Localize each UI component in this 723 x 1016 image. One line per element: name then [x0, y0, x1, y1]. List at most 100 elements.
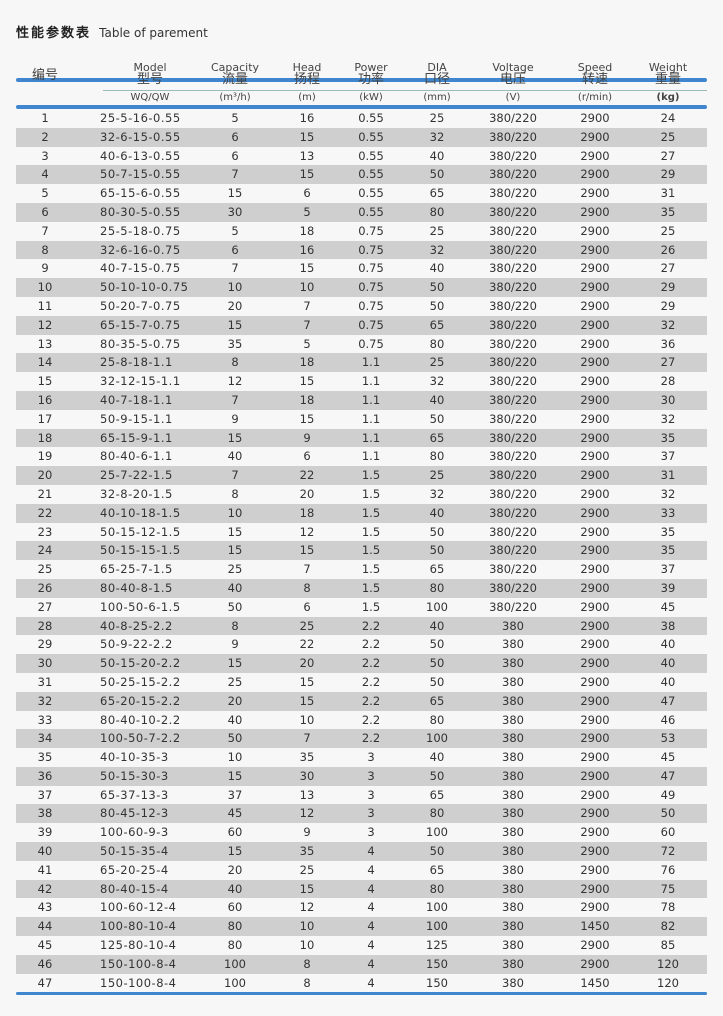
- cell-weight: 25: [660, 223, 676, 238]
- cell-voltage: 380/220: [489, 430, 537, 445]
- cell-speed: 2900: [580, 430, 610, 445]
- cell-model: 100-50-6-1.5: [100, 599, 181, 614]
- cell-number: 26: [37, 580, 53, 595]
- cell-voltage: 380: [502, 956, 524, 971]
- table-row: 4 50-7-15-0.55 7 15 0.55 50 380/220 2900 29: [16, 165, 707, 185]
- cell-dia: 65: [429, 787, 445, 802]
- cell-capacity: 100: [224, 956, 246, 971]
- cell-speed: 2900: [580, 881, 610, 896]
- cell-model: 25-7-22-1.5: [100, 468, 173, 483]
- cell-head: 35: [299, 844, 315, 859]
- cell-model: 100-60-9-3: [100, 825, 169, 840]
- cell-model: 80-45-12-3: [100, 806, 169, 821]
- cell-dia: 80: [429, 580, 445, 595]
- cell-capacity: 20: [227, 298, 243, 313]
- header-speed: Speed 转速: [555, 62, 635, 87]
- cell-power: 1.5: [361, 524, 381, 539]
- header-voltage-cn: 电压: [499, 72, 526, 87]
- cell-capacity: 60: [227, 825, 243, 840]
- header-capacity-cn: 流量: [221, 72, 248, 87]
- cell-dia: 40: [429, 505, 445, 520]
- cell-dia: 100: [426, 731, 448, 746]
- cell-dia: 65: [429, 430, 445, 445]
- cell-dia: 150: [426, 956, 448, 971]
- table-row: 7 25-5-18-0.75 5 18 0.75 25 380/220 2900 25: [16, 222, 707, 241]
- cell-dia: 100: [426, 599, 448, 614]
- cell-dia: 25: [429, 468, 445, 483]
- cell-speed: 2900: [580, 242, 610, 257]
- table-row: 17 50-9-15-1.1 9 15 1.1 50 380/220 2900 32: [16, 410, 707, 429]
- cell-head: 13: [299, 787, 315, 802]
- cell-voltage: 380: [502, 975, 524, 990]
- cell-weight: 25: [660, 129, 676, 144]
- cell-head: 15: [299, 543, 315, 558]
- cell-head: 9: [303, 825, 311, 840]
- cell-head: 20: [299, 656, 315, 671]
- cell-dia: 40: [429, 261, 445, 276]
- cell-power: 1.5: [361, 562, 381, 577]
- cell-voltage: 380: [502, 674, 524, 689]
- cell-weight: 72: [660, 844, 676, 859]
- cell-weight: 75: [660, 881, 676, 896]
- cell-model: 65-15-9-1.1: [100, 430, 173, 445]
- cell-power: 1.5: [361, 486, 381, 501]
- header-divider: [103, 90, 707, 91]
- cell-number: 4: [41, 167, 49, 182]
- cell-voltage: 380/220: [489, 562, 537, 577]
- cell-voltage: 380/220: [489, 543, 537, 558]
- table-row: 33 80-40-10-2.2 40 10 2.2 80 380 2900 46: [16, 711, 707, 730]
- cell-capacity: 15: [227, 768, 243, 783]
- table-row: 6 80-30-5-0.55 30 5 0.55 80 380/220 2900 35: [16, 202, 707, 222]
- cell-model: 80-35-5-0.75: [100, 336, 181, 351]
- cell-number: 14: [37, 355, 53, 370]
- cell-speed: 2900: [580, 750, 610, 765]
- cell-head: 7: [303, 298, 311, 313]
- cell-weight: 29: [660, 280, 676, 295]
- cell-model: 50-15-35-4: [100, 844, 169, 859]
- cell-capacity: 15: [227, 844, 243, 859]
- cell-voltage: 380: [502, 862, 524, 877]
- cell-capacity: 20: [227, 862, 243, 877]
- cell-power: 4: [367, 862, 375, 877]
- cell-capacity: 30: [227, 204, 243, 219]
- cell-power: 3: [367, 768, 375, 783]
- cell-power: 4: [367, 900, 375, 915]
- cell-dia: 50: [429, 543, 445, 558]
- header-speed-cn: 转速: [581, 72, 608, 87]
- header-weight-unit: (kg): [656, 92, 680, 103]
- cell-power: 0.75: [358, 317, 384, 332]
- cell-speed: 2900: [580, 806, 610, 821]
- cell-model: 40-10-18-1.5: [100, 505, 181, 520]
- table-row: 47 150-100-8-4 100 8 4 150 380 1450 120: [16, 974, 707, 993]
- header-number-cn: 编号: [31, 68, 58, 83]
- cell-model: 80-40-6-1.1: [100, 449, 173, 464]
- cell-capacity: 10: [227, 750, 243, 765]
- cell-weight: 50: [660, 806, 676, 821]
- cell-dia: 32: [429, 129, 445, 144]
- cell-number: 28: [37, 618, 53, 633]
- cell-model: 50-10-10-0.75: [100, 280, 189, 295]
- cell-weight: 120: [657, 956, 679, 971]
- header-capacity-en: Capacity: [210, 61, 260, 74]
- cell-voltage: 380: [502, 750, 524, 765]
- cell-model: 40-8-25-2.2: [100, 618, 173, 633]
- cell-voltage: 380/220: [489, 186, 537, 201]
- cell-model: 65-15-7-0.75: [100, 317, 181, 332]
- cell-weight: 35: [660, 524, 676, 539]
- cell-power: 0.55: [358, 186, 384, 201]
- cell-power: 1.1: [361, 411, 381, 426]
- cell-speed: 2900: [580, 167, 610, 182]
- cell-speed: 2900: [580, 186, 610, 201]
- cell-dia: 25: [429, 355, 445, 370]
- cell-speed: 2900: [580, 468, 610, 483]
- table-row: 34 100-50-7-2.2 50 7 2.2 100 380 2900 53: [16, 729, 707, 749]
- cell-number: 45: [37, 938, 53, 953]
- cell-power: 4: [367, 956, 375, 971]
- cell-capacity: 40: [227, 712, 243, 727]
- cell-capacity: 20: [227, 693, 243, 708]
- cell-number: 47: [37, 975, 53, 990]
- header-head-en: Head: [292, 61, 322, 74]
- cell-dia: 40: [429, 750, 445, 765]
- cell-speed: 2900: [580, 336, 610, 351]
- cell-speed: 2900: [580, 768, 610, 783]
